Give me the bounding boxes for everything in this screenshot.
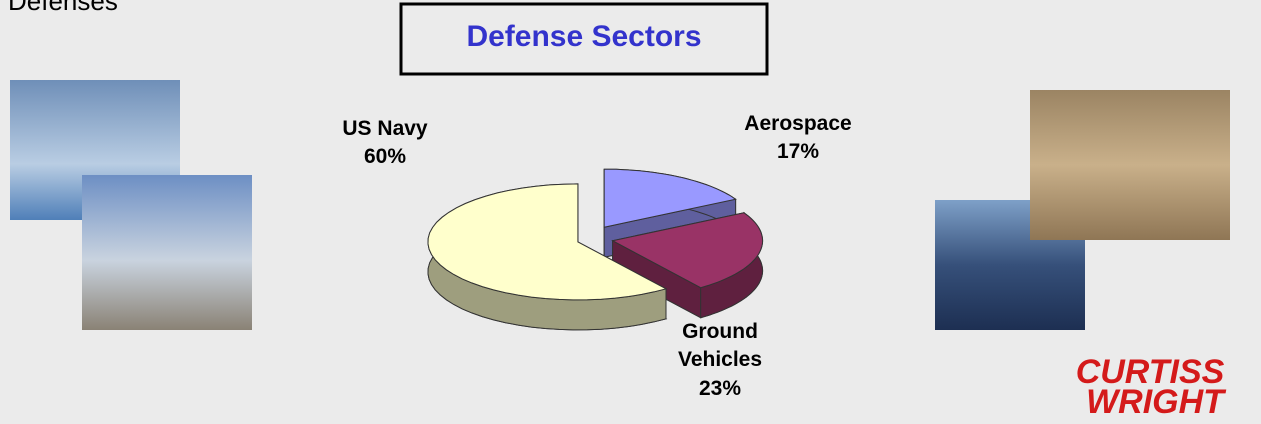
- value-label: 60%: [363, 145, 407, 169]
- logo-text: CURTISS: [1076, 353, 1225, 391]
- slice-label: US Navy 60%: [305, 115, 465, 172]
- pie-slice-top: [427, 183, 668, 301]
- photo: [82, 175, 252, 330]
- slice-label: Aerospace 17%: [718, 110, 878, 167]
- value-label: 17%: [776, 140, 820, 164]
- pie-slice-top: [603, 168, 737, 228]
- category-label: Ground Vehicles: [677, 320, 763, 372]
- logo-text: WRIGHT: [1086, 383, 1227, 421]
- slice-label: Ground Vehicles 23%: [660, 318, 780, 403]
- pie-slice-top: [611, 212, 764, 289]
- category-label: US Navy: [342, 117, 428, 140]
- pie-slice: [427, 183, 668, 331]
- title-box: [399, 2, 769, 76]
- category-label: Aerospace: [744, 112, 852, 135]
- value-label: 23%: [698, 376, 742, 400]
- pie-slice: [611, 211, 764, 319]
- slide-title: Defenses: [8, 0, 118, 16]
- photo: [1030, 90, 1230, 240]
- chart-title: Defense Sectors: [466, 20, 701, 53]
